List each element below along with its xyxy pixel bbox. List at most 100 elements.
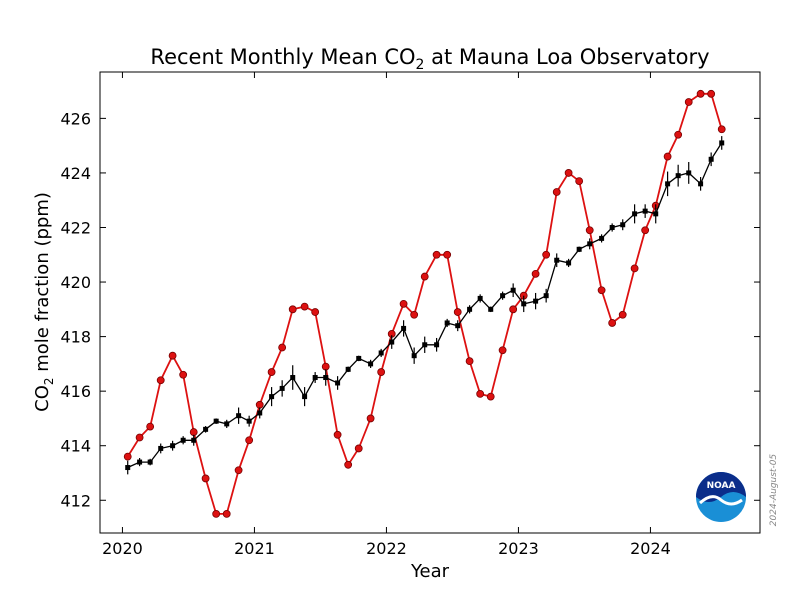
series-0 [123, 89, 726, 518]
data-point [455, 323, 461, 329]
x-tick-label: 2022 [366, 539, 407, 558]
data-point [354, 444, 363, 453]
data-point [608, 319, 617, 327]
data-point [300, 302, 309, 311]
data-point [642, 208, 648, 214]
data-point [521, 301, 527, 307]
data-point [267, 368, 276, 376]
data-point [213, 418, 219, 424]
data-point [323, 375, 329, 381]
data-point [543, 293, 549, 299]
noaa-logo: NOAA [696, 472, 746, 522]
data-point [356, 355, 362, 361]
data-point [389, 339, 395, 345]
data-point [665, 181, 671, 187]
data-point [542, 250, 551, 259]
data-point [191, 437, 197, 443]
y-tick-label: 422 [60, 218, 91, 237]
series-layer [123, 89, 726, 518]
data-point [552, 188, 561, 196]
y-tick-label: 418 [60, 328, 91, 347]
data-point [201, 474, 210, 483]
data-point [477, 295, 483, 301]
data-point [453, 308, 462, 316]
data-point [366, 414, 375, 423]
data-point [245, 436, 254, 445]
data-point [168, 351, 177, 360]
data-point [234, 466, 243, 475]
data-point [486, 392, 495, 401]
data-point [597, 286, 606, 295]
data-point [135, 433, 144, 442]
data-point [378, 350, 384, 356]
data-point [290, 375, 296, 381]
data-point [212, 510, 221, 518]
logo-label: NOAA [707, 481, 736, 491]
data-point [585, 226, 594, 235]
data-point [344, 460, 353, 469]
data-point [279, 385, 285, 391]
data-point [422, 342, 428, 348]
data-point [632, 211, 638, 217]
data-point [399, 299, 408, 308]
data-point [203, 426, 209, 432]
data-point [236, 413, 242, 419]
y-axis-label: CO2 mole fraction (ppm) [32, 192, 56, 412]
data-point [269, 394, 275, 400]
data-point [498, 346, 507, 355]
data-point [587, 241, 593, 247]
data-point [377, 368, 386, 376]
data-point [684, 98, 693, 106]
data-point [257, 410, 263, 416]
series-1 [125, 136, 725, 475]
data-point [698, 181, 704, 187]
data-point [564, 169, 573, 177]
x-tick-label: 2023 [498, 539, 539, 558]
data-point [444, 320, 450, 326]
data-point [663, 152, 672, 161]
data-point [345, 366, 351, 372]
data-point [674, 130, 683, 139]
data-point [675, 173, 681, 179]
y-tick-label: 414 [60, 437, 91, 456]
data-point [420, 272, 429, 281]
y-tick-label: 426 [60, 109, 91, 128]
data-point [312, 375, 318, 381]
data-point [554, 257, 560, 263]
y-tick-label: 420 [60, 273, 91, 292]
data-point [510, 287, 516, 293]
data-point [302, 394, 308, 400]
data-point [158, 445, 164, 451]
data-point [465, 357, 474, 366]
data-point [653, 211, 659, 217]
data-point [246, 418, 252, 424]
y-tick-label: 416 [60, 382, 91, 401]
data-point [707, 89, 716, 98]
data-point [566, 260, 572, 266]
data-point [411, 353, 417, 359]
data-point [432, 250, 441, 259]
data-point [410, 310, 419, 319]
y-tick-label: 424 [60, 164, 91, 183]
data-point [686, 170, 692, 176]
data-point [434, 342, 440, 348]
data-point [189, 428, 198, 436]
data-point [531, 269, 540, 278]
data-point [717, 125, 726, 134]
data-point [641, 226, 650, 235]
data-point [609, 224, 615, 230]
data-point [488, 306, 494, 312]
data-point [618, 310, 627, 319]
data-point [509, 305, 518, 314]
data-point [170, 443, 176, 449]
plot-frame [99, 71, 761, 534]
data-point [500, 293, 506, 299]
data-point [137, 459, 143, 465]
data-point [467, 306, 473, 312]
data-point [368, 361, 374, 367]
data-point [125, 465, 131, 471]
data-point [630, 264, 639, 273]
data-point [222, 510, 231, 518]
data-point [599, 235, 605, 241]
